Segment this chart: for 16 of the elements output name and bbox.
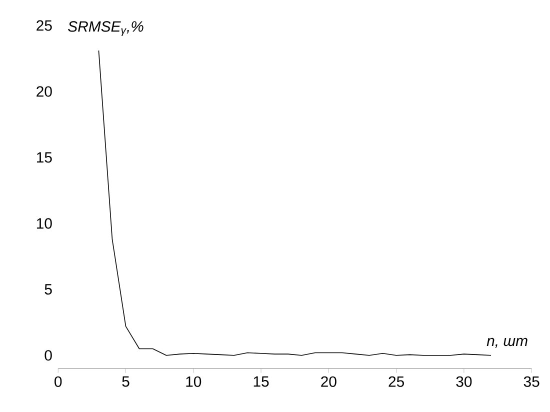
- y-tick-label: 5: [44, 284, 52, 294]
- y-tick-label: 10: [36, 218, 52, 228]
- x-tick-label: 10: [186, 376, 202, 387]
- y-tick-label: 0: [44, 350, 52, 360]
- x-tick-label: 25: [388, 376, 404, 387]
- y-tick-label: 25: [36, 20, 52, 31]
- x-tick-label: 15: [254, 376, 269, 387]
- x-tick-label: 0: [54, 376, 62, 387]
- y-axis-title: SRMSE$_{γ}$,%: [68, 20, 144, 36]
- x-tick-label: 30: [456, 376, 472, 387]
- y-tick-label: 15: [36, 152, 52, 162]
- x-tick-label: 20: [321, 376, 336, 387]
- x-axis-title: n, шт: [486, 338, 528, 348]
- y-tick-label: 20: [36, 86, 52, 97]
- x-tick-label: 35: [524, 376, 540, 387]
- x-tick-label: 5: [122, 376, 130, 387]
